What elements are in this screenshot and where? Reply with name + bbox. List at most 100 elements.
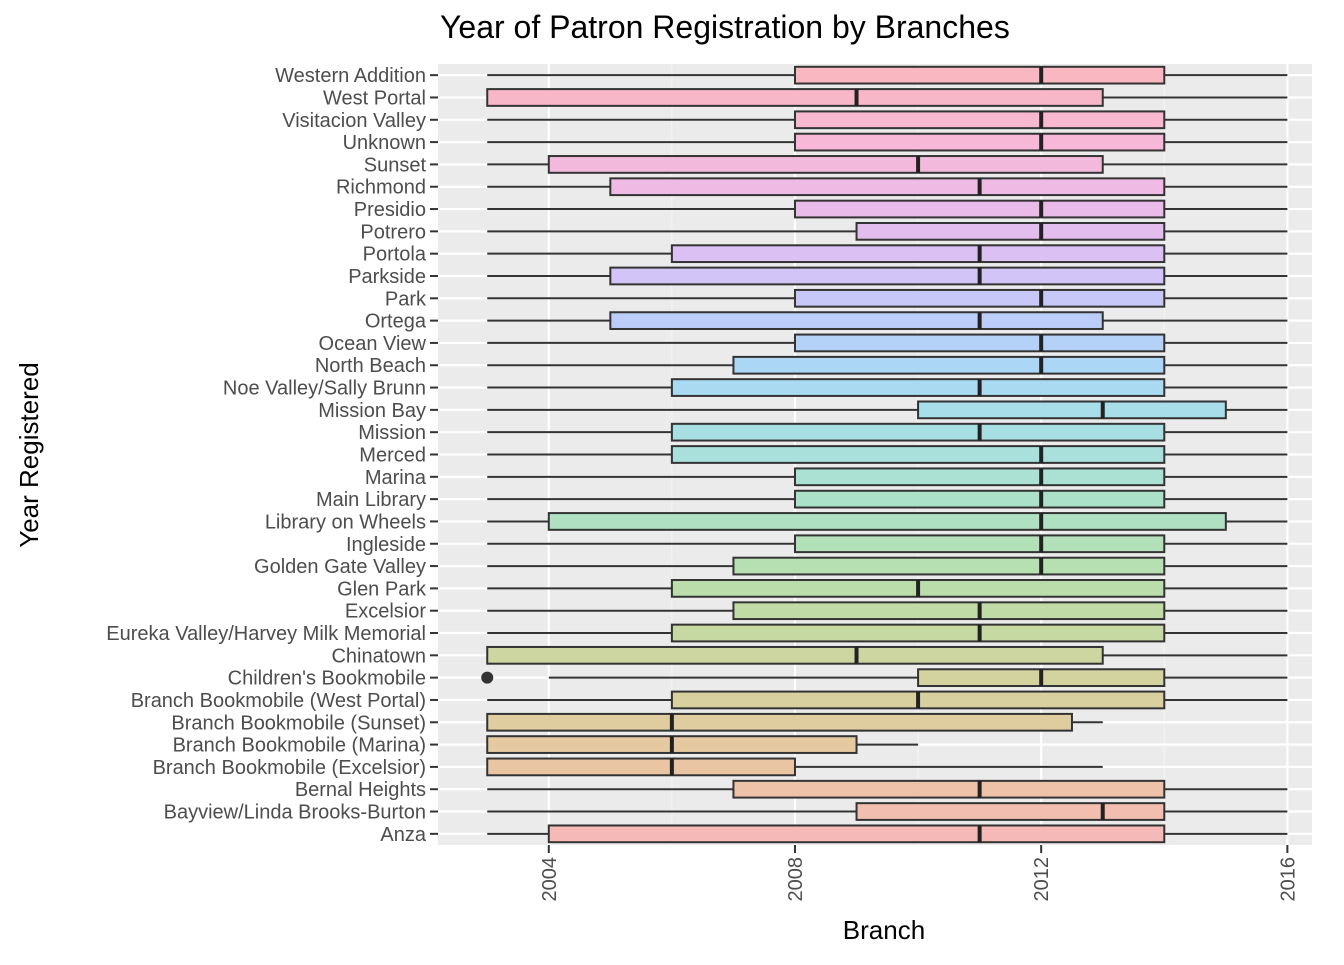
box-21 [487, 512, 1288, 531]
y-tick-label: Portola [363, 244, 427, 266]
box-14 [487, 355, 1288, 375]
iqr-box [609, 311, 1104, 330]
box-8 [487, 221, 1288, 241]
box-12 [487, 311, 1288, 330]
box-26 [487, 623, 1288, 643]
y-tick-label: Park [385, 288, 427, 310]
box-28 [481, 668, 1288, 688]
box-13 [487, 333, 1288, 353]
box-7 [487, 199, 1288, 219]
box-5 [487, 155, 1288, 174]
y-tick-label: Bernal Heights [295, 779, 426, 801]
box-20 [487, 489, 1288, 509]
y-tick-label: Mission Bay [318, 400, 426, 422]
box-29 [487, 690, 1288, 710]
iqr-box [670, 623, 1166, 643]
box-32 [486, 757, 1103, 777]
box-11 [487, 288, 1288, 308]
y-tick-label: Golden Gate Valley [254, 556, 426, 578]
iqr-box [670, 422, 1166, 442]
box-23 [487, 556, 1288, 576]
x-tick-label: 2004 [539, 857, 561, 902]
iqr-box [855, 221, 1166, 241]
y-tick-label: Glen Park [337, 578, 427, 600]
y-tick-label: Merced [359, 445, 426, 467]
iqr-box [793, 132, 1166, 152]
iqr-box [609, 266, 1166, 286]
iqr-box [732, 779, 1166, 799]
y-tick-label: Ortega [365, 311, 427, 333]
y-tick-label: West Portal [323, 87, 426, 109]
y-axis-title: Year Registered [14, 362, 44, 548]
y-tick-label: Chinatown [331, 645, 426, 667]
iqr-box [732, 601, 1166, 621]
box-34 [487, 802, 1288, 821]
x-axis-title: Branch [843, 915, 925, 945]
y-tick-label: Visitacion Valley [282, 110, 426, 132]
iqr-box [793, 333, 1166, 353]
y-tick-label: Potrero [360, 221, 426, 243]
box-10 [487, 266, 1288, 286]
box-16 [487, 400, 1288, 420]
y-tick-label: Children's Bookmobile [228, 668, 426, 690]
x-tick-label: 2016 [1277, 857, 1299, 902]
iqr-box [732, 556, 1166, 576]
chart-title: Year of Patron Registration by Branches [440, 9, 1010, 45]
y-tick-label: Library on Wheels [265, 511, 426, 533]
y-tick-label: Noe Valley/Sally Brunn [223, 378, 426, 400]
box-33 [487, 779, 1288, 799]
box-25 [487, 601, 1288, 621]
y-tick-label: Sunset [364, 154, 427, 176]
y-tick-label: Presidio [354, 199, 426, 221]
iqr-box [793, 199, 1166, 219]
box-15 [487, 378, 1288, 397]
iqr-box [855, 802, 1166, 821]
y-tick-label: Unknown [343, 132, 426, 154]
box-18 [487, 445, 1288, 464]
iqr-box [917, 400, 1227, 420]
box-31 [486, 735, 919, 754]
iqr-box [486, 645, 1104, 665]
box-6 [487, 177, 1288, 197]
y-tick-label: Excelsior [345, 601, 426, 623]
box-24 [487, 579, 1288, 598]
y-tick-label: Parkside [348, 266, 426, 288]
y-tick-label: Branch Bookmobile (Sunset) [171, 712, 426, 734]
box-2 [486, 88, 1288, 107]
y-tick-label: Bayview/Linda Brooks-Burton [164, 802, 426, 824]
iqr-box [486, 757, 796, 777]
iqr-box [793, 534, 1166, 554]
iqr-box [670, 378, 1166, 397]
iqr-box [793, 489, 1166, 509]
iqr-box [793, 110, 1166, 130]
box-series [481, 65, 1288, 844]
iqr-box [670, 445, 1166, 464]
y-tick-label: Mission [358, 422, 426, 444]
iqr-box [486, 88, 1104, 107]
iqr-box [609, 177, 1166, 197]
box-27 [486, 645, 1288, 665]
iqr-box [732, 355, 1166, 375]
box-19 [487, 467, 1288, 487]
x-tick-label: 2012 [1031, 857, 1053, 902]
iqr-box [547, 155, 1104, 174]
iqr-box [793, 65, 1166, 85]
box-22 [487, 534, 1288, 554]
x-tick-label: 2008 [785, 857, 807, 902]
box-1 [487, 65, 1288, 85]
y-tick-label: Branch Bookmobile (Excelsior) [153, 757, 426, 779]
y-tick-label: Main Library [316, 489, 426, 511]
box-4 [487, 132, 1288, 152]
iqr-box [793, 288, 1166, 308]
y-tick-label: Branch Bookmobile (West Portal) [131, 690, 426, 712]
y-tick-label: Branch Bookmobile (Marina) [173, 735, 426, 757]
iqr-box [670, 244, 1166, 264]
outlier-point [481, 671, 494, 684]
y-tick-label: Ingleside [346, 534, 426, 556]
iqr-box [547, 512, 1227, 531]
y-tick-label: Marina [365, 467, 427, 489]
x-axis: 2004 2008 2012 2016 [539, 845, 1299, 902]
